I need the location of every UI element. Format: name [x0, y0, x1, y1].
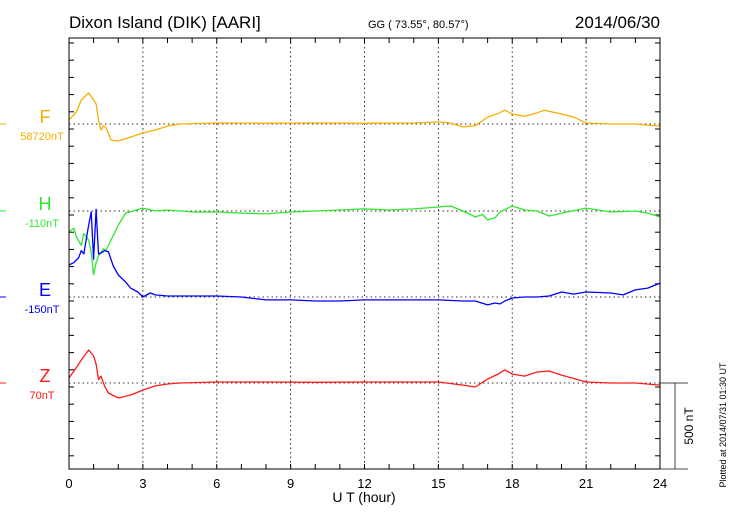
scale-label: 500 nT — [682, 407, 696, 445]
series-baseline-f: 58720nT — [20, 131, 64, 143]
geographic-coords: GG ( 73.55°, 80.57°) — [368, 19, 469, 31]
series-name-e: E — [39, 280, 51, 300]
scale-bar: 500 nT — [660, 382, 696, 470]
series-baseline-e: -150nT — [25, 304, 60, 316]
plot-date: 2014/06/30 — [575, 13, 660, 32]
series-line-z — [68, 349, 661, 399]
x-tick-labels: 0 3 6 9 12 15 18 21 24 — [65, 476, 667, 491]
x-tick-label: 0 — [65, 476, 72, 491]
x-axis-label: U T (hour) — [332, 489, 395, 505]
plotted-timestamp: Plotted at 2014/07/31 01:30 UT — [718, 362, 728, 488]
x-tick-label: 18 — [505, 476, 519, 491]
series-name-z: Z — [40, 366, 51, 386]
axis-ticks — [68, 38, 661, 469]
x-tick-label: 9 — [287, 476, 294, 491]
x-tick-label: 21 — [579, 476, 593, 491]
x-tick-label: 3 — [139, 476, 146, 491]
grid — [69, 38, 660, 469]
series-lines — [68, 92, 661, 399]
series-baseline-h: -110nT — [25, 218, 59, 230]
series-name-f: F — [40, 107, 51, 127]
plot-frame — [68, 37, 661, 470]
x-tick-label: 15 — [431, 476, 445, 491]
series-line-e — [68, 208, 661, 306]
x-tick-label: 6 — [213, 476, 220, 491]
series-line-h — [68, 205, 661, 276]
x-tick-label: 12 — [357, 476, 371, 491]
series-labels: F 58720nT H -110nT E -150nT Z 70nT — [0, 107, 64, 402]
series-name-h: H — [39, 194, 52, 214]
series-line-f — [68, 92, 661, 142]
station-title: Dixon Island (DIK) [AARI] — [69, 13, 261, 32]
series-baseline-z: 70nT — [29, 390, 54, 402]
x-tick-label: 24 — [653, 476, 667, 491]
